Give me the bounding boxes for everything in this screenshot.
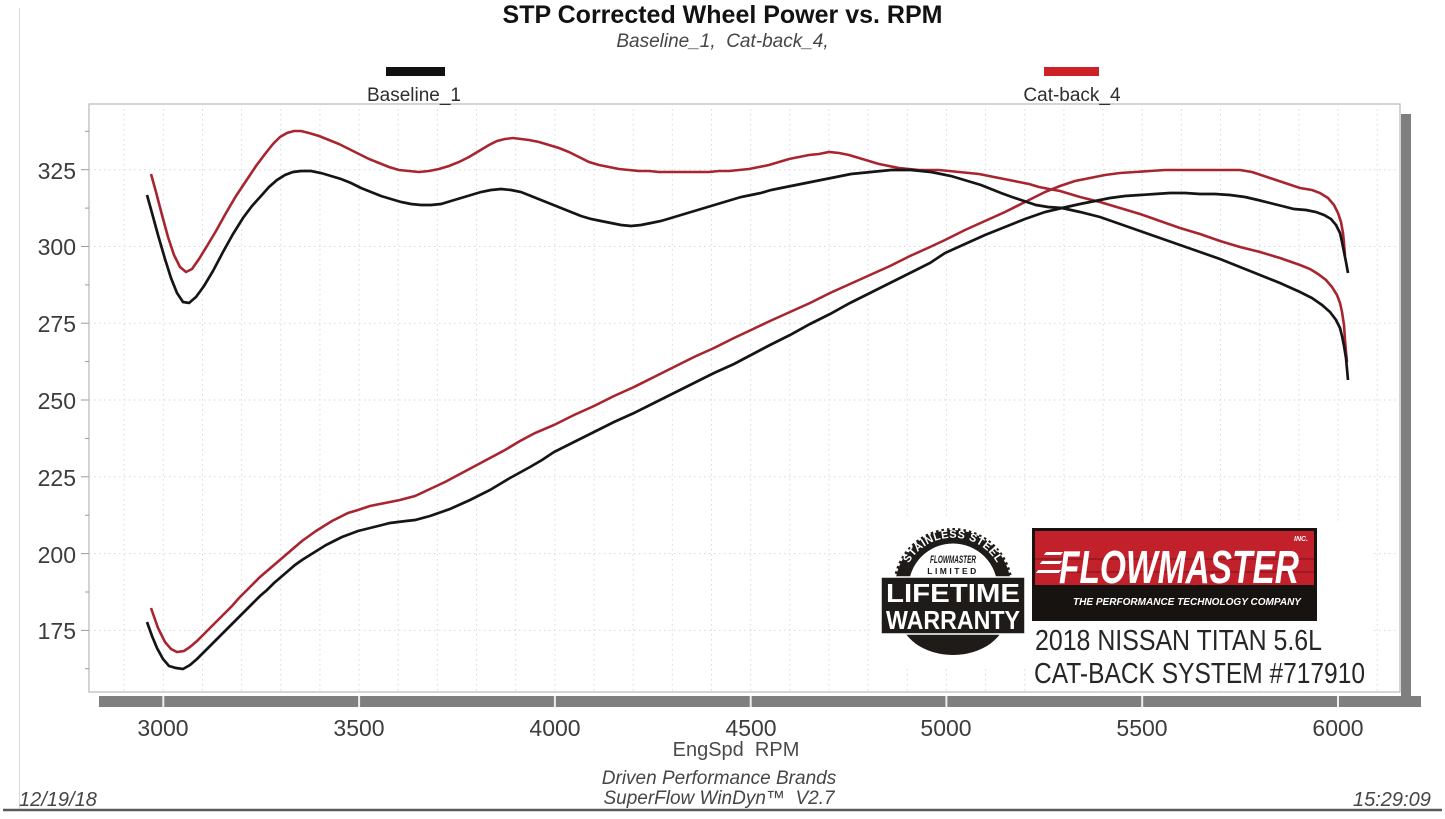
svg-text:2018 NISSAN TITAN 5.6L: 2018 NISSAN TITAN 5.6L [1035,626,1322,657]
svg-text:CAT-BACK SYSTEM #717910: CAT-BACK SYSTEM #717910 [1034,658,1365,690]
svg-text:LIMITED: LIMITED [927,566,979,576]
svg-text:FLOWMASTER: FLOWMASTER [930,554,976,566]
svg-text:INC.: INC. [1294,536,1308,543]
svg-text:WARRANTY: WARRANTY [886,605,1020,635]
svg-text:FLOWMASTER: FLOWMASTER [1059,541,1299,593]
svg-text:THE PERFORMANCE TECHNOLOGY COM: THE PERFORMANCE TECHNOLOGY COMPANY [1073,596,1302,608]
svg-text:LIFETIME: LIFETIME [886,578,1020,608]
